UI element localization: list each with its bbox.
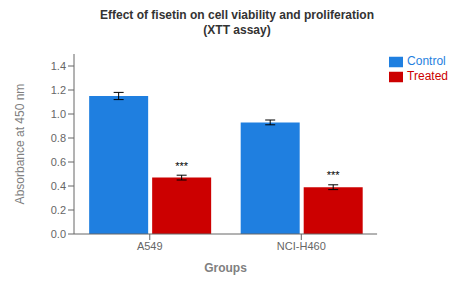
svg-text:Absorbance at 450 nm: Absorbance at 450 nm xyxy=(13,84,27,205)
svg-text:0.4: 0.4 xyxy=(51,180,66,192)
svg-text:0.8: 0.8 xyxy=(51,132,66,144)
svg-text:1.0: 1.0 xyxy=(51,108,66,120)
svg-text:Groups: Groups xyxy=(204,261,247,275)
svg-text:1.4: 1.4 xyxy=(51,60,66,72)
svg-text:***: *** xyxy=(175,160,189,172)
svg-text:0.6: 0.6 xyxy=(51,156,66,168)
svg-text:A549: A549 xyxy=(137,240,163,252)
html-text:Effect of fisetin on cell viab: Effect of fisetin on cell viability and … xyxy=(100,8,374,22)
svg-text:1.2: 1.2 xyxy=(51,84,66,96)
svg-text:***: *** xyxy=(327,169,341,181)
html-text:Treated: Treated xyxy=(407,68,448,83)
html-text:Control: Control xyxy=(407,54,446,68)
html-text:(XTT assay): (XTT assay) xyxy=(203,23,271,37)
svg-text:0.2: 0.2 xyxy=(51,204,66,216)
svg-text:0.0: 0.0 xyxy=(51,228,66,240)
svg-text:NCI-H460: NCI-H460 xyxy=(277,240,326,252)
